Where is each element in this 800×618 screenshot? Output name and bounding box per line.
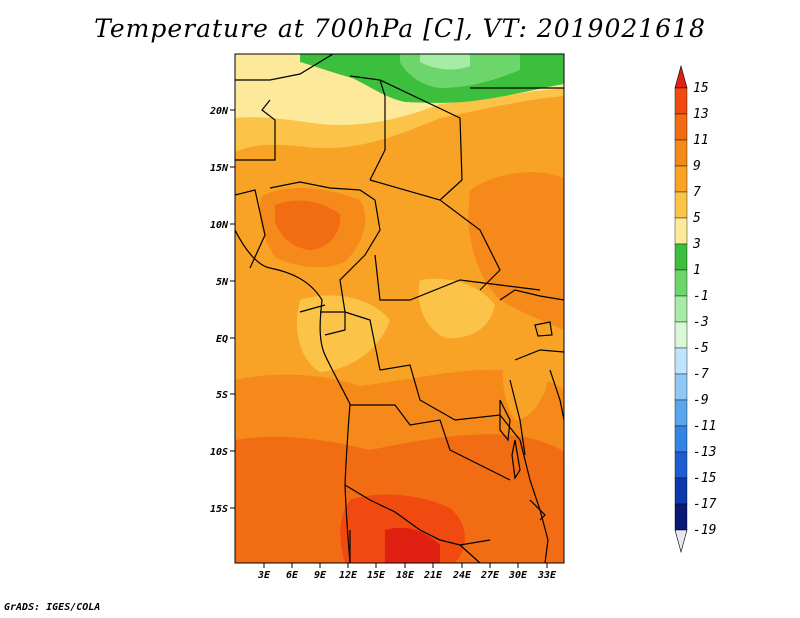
lat-label-5n: 5N	[216, 277, 229, 288]
coastline	[235, 229, 351, 563]
colorbar-label-m15: -15	[693, 471, 717, 486]
colorbar-segment-9	[674, 295, 688, 323]
colorbar-segment-11	[674, 347, 688, 375]
lon-label-15e: 15E	[367, 570, 386, 581]
colorbar	[674, 64, 688, 554]
colorbar-label-13: 13	[693, 107, 709, 122]
colorbar-label-9: 9	[693, 159, 701, 174]
lon-label-33e: 33E	[537, 570, 557, 581]
lon-label-3e: 3E	[257, 570, 271, 581]
colorbar-label-15: 15	[693, 81, 709, 96]
colorbar-label-m5: -5	[693, 341, 709, 356]
country-borders	[235, 54, 564, 563]
colorbar-segment-1	[674, 87, 688, 115]
colorbar-label-1: 1	[693, 263, 701, 278]
colorbar-segment-12	[674, 373, 688, 401]
colorbar-segment-2	[674, 113, 688, 141]
colorbar-segment-13	[674, 399, 688, 427]
lat-label-10s: 10S	[210, 447, 228, 458]
colorbar-label-7: 7	[693, 185, 701, 200]
map-frame	[234, 53, 565, 564]
lat-label-10n: 10N	[210, 220, 229, 231]
colorbar-segment-3	[674, 139, 688, 167]
colorbar-segment-16	[674, 477, 688, 505]
colorbar-label-m7: -7	[693, 367, 709, 382]
colorbar-segment-7	[674, 243, 688, 271]
longitude-axis	[263, 563, 548, 568]
lon-label-12e: 12E	[339, 570, 358, 581]
lon-label-18e: 18E	[396, 570, 415, 581]
credit-label: GrADS: IGES/COLA	[4, 602, 101, 613]
colorbar-label-m19: -19	[693, 523, 716, 538]
lat-label-15n: 15N	[210, 163, 229, 174]
colorbar-segment-10	[674, 321, 688, 349]
lat-label-20n: 20N	[209, 106, 229, 117]
colorbar-label-m3: -3	[693, 315, 709, 330]
colorbar-segment-15	[674, 451, 688, 479]
lon-label-24e: 24E	[452, 570, 472, 581]
colorbar-segment-17	[674, 503, 688, 531]
lon-label-6e: 6E	[286, 570, 299, 581]
lat-label-eq: EQ	[216, 334, 228, 345]
lon-label-21e: 21E	[423, 570, 443, 581]
colorbar-label-m11: -11	[693, 419, 716, 434]
lon-label-27e: 27E	[480, 570, 500, 581]
colorbar-label-5: 5	[693, 211, 701, 226]
colorbar-label-m9: -9	[693, 393, 709, 408]
lat-label-15s: 15S	[210, 504, 228, 515]
colorbar-label-11: 11	[693, 133, 709, 148]
lon-label-30e: 30E	[508, 570, 528, 581]
colorbar-segment-4	[674, 165, 688, 193]
latitude-axis	[230, 109, 235, 509]
colorbar-label-m17: -17	[693, 497, 717, 512]
lat-label-5s: 5S	[216, 390, 228, 401]
chart-title: Temperature at 700hPa [C], VT: 201902161…	[94, 14, 706, 43]
colorbar-segment-6	[674, 217, 688, 245]
colorbar-bottom-arrow	[674, 529, 688, 554]
colorbar-top-arrow	[674, 64, 688, 89]
colorbar-segment-8	[674, 269, 688, 297]
colorbar-label-3: 3	[692, 237, 701, 252]
colorbar-segment-14	[674, 425, 688, 453]
colorbar-label-m13: -13	[693, 445, 716, 460]
temperature-field	[235, 54, 564, 563]
lon-label-9e: 9E	[314, 570, 327, 581]
colorbar-label-m1: -1	[693, 289, 709, 304]
colorbar-segment-5	[674, 191, 688, 219]
